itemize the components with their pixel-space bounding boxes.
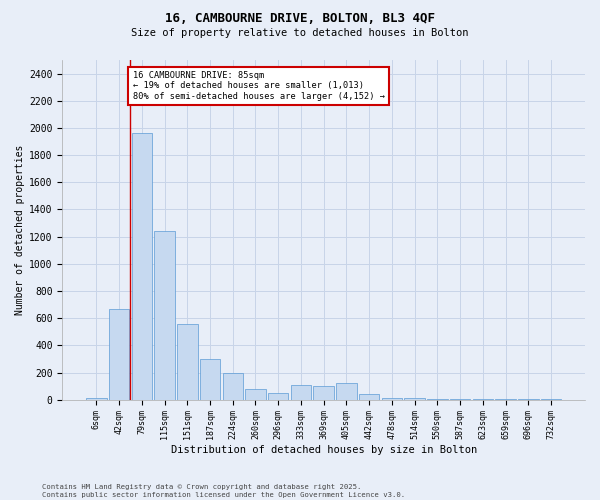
Text: 16 CAMBOURNE DRIVE: 85sqm
← 19% of detached houses are smaller (1,013)
80% of se: 16 CAMBOURNE DRIVE: 85sqm ← 19% of detac… <box>133 71 385 101</box>
X-axis label: Distribution of detached houses by size in Bolton: Distribution of detached houses by size … <box>170 445 477 455</box>
Bar <box>131 134 152 400</box>
Bar <box>359 394 379 400</box>
Bar <box>109 308 130 400</box>
Bar <box>86 398 107 400</box>
Bar <box>382 398 402 400</box>
Text: 16, CAMBOURNE DRIVE, BOLTON, BL3 4QF: 16, CAMBOURNE DRIVE, BOLTON, BL3 4QF <box>165 12 435 26</box>
Bar <box>450 399 470 400</box>
Bar <box>245 389 266 400</box>
Bar <box>427 399 448 400</box>
Bar <box>496 399 516 400</box>
Y-axis label: Number of detached properties: Number of detached properties <box>15 144 25 315</box>
Text: Size of property relative to detached houses in Bolton: Size of property relative to detached ho… <box>131 28 469 38</box>
Bar <box>404 398 425 400</box>
Bar <box>154 231 175 400</box>
Bar <box>200 359 220 400</box>
Bar <box>177 324 197 400</box>
Bar <box>291 385 311 400</box>
Text: Contains HM Land Registry data © Crown copyright and database right 2025.
Contai: Contains HM Land Registry data © Crown c… <box>42 484 405 498</box>
Bar <box>313 386 334 400</box>
Bar <box>223 372 243 400</box>
Bar <box>268 393 289 400</box>
Bar <box>336 384 356 400</box>
